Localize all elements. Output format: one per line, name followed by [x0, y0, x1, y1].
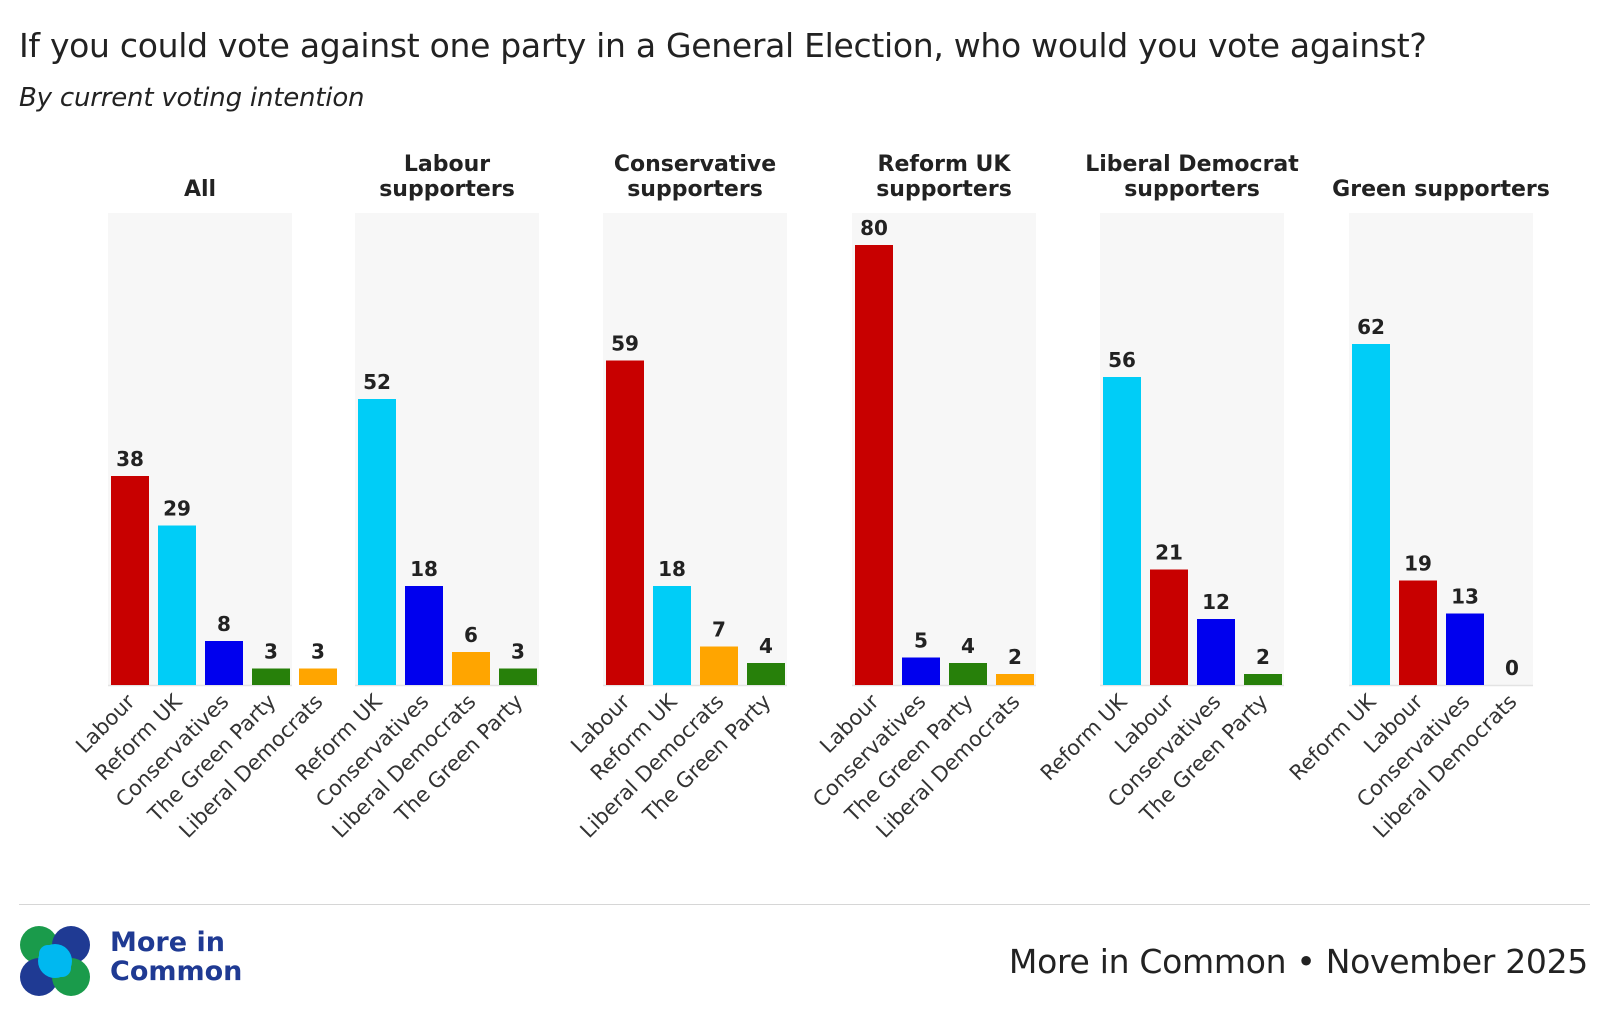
bar — [405, 586, 443, 685]
bar — [653, 586, 691, 685]
bar — [949, 663, 987, 685]
bar-value-label: 6 — [464, 623, 478, 647]
panel-title: Reform UK — [878, 152, 1012, 177]
panel-title: Conservative — [614, 152, 776, 177]
bar-value-label: 56 — [1108, 348, 1136, 372]
more-in-common-logo-icon — [20, 926, 90, 996]
bar — [700, 646, 738, 685]
bar — [205, 641, 243, 685]
panel-title: supporters — [876, 177, 1012, 202]
bar — [111, 476, 149, 685]
bar — [252, 668, 290, 685]
bar — [747, 663, 785, 685]
bar-value-label: 3 — [264, 640, 278, 664]
bar — [855, 245, 893, 685]
bar-value-label: 13 — [1451, 585, 1479, 609]
chart-title: If you could vote against one party in a… — [19, 26, 1427, 65]
panel-title: supporters — [1124, 177, 1260, 202]
bar — [499, 668, 537, 685]
panel-title: supporters — [379, 177, 515, 202]
bar — [1352, 344, 1390, 685]
bar-value-label: 3 — [311, 640, 325, 664]
bar-value-label: 62 — [1357, 315, 1385, 339]
bar — [1244, 674, 1282, 685]
bar-value-label: 2 — [1008, 645, 1022, 669]
panel-title: Labour — [404, 152, 490, 177]
bar — [1446, 613, 1484, 685]
bar — [1197, 619, 1235, 685]
bar-value-label: 18 — [410, 557, 438, 581]
bar-value-label: 19 — [1404, 552, 1432, 576]
bar — [358, 399, 396, 685]
brand-name: More in Common — [110, 927, 243, 987]
bar — [158, 525, 196, 685]
bar-value-label: 12 — [1202, 590, 1230, 614]
bar-value-label: 38 — [116, 447, 144, 471]
panel-title: supporters — [627, 177, 763, 202]
bar-value-label: 4 — [961, 634, 975, 658]
bar-value-label: 21 — [1155, 541, 1183, 565]
bar-value-label: 29 — [163, 497, 191, 521]
footer-divider — [19, 904, 1590, 905]
panel-title: Green supporters — [1332, 177, 1550, 202]
bar-value-label: 4 — [759, 634, 773, 658]
bar — [606, 360, 644, 685]
bar — [452, 652, 490, 685]
panel-title: Liberal Democrat — [1085, 152, 1299, 177]
bar — [1399, 580, 1437, 685]
bar — [1150, 569, 1188, 685]
bar — [996, 674, 1034, 685]
bar-value-label: 0 — [1505, 656, 1519, 680]
bar-value-label: 2 — [1256, 645, 1270, 669]
source-credit: More in Common • November 2025 — [1008, 942, 1588, 981]
bar-value-label: 7 — [712, 618, 726, 642]
chart-subtitle: By current voting intention — [19, 83, 365, 113]
bar-value-label: 59 — [611, 332, 639, 356]
bar-value-label: 18 — [658, 557, 686, 581]
bar-value-label: 80 — [860, 216, 888, 240]
bar-value-label: 52 — [363, 370, 391, 394]
bar-value-label: 5 — [914, 629, 928, 653]
bar-value-label: 8 — [217, 612, 231, 636]
bar — [902, 657, 940, 685]
bar — [299, 668, 337, 685]
panel-title: All — [184, 177, 216, 202]
bar — [1103, 377, 1141, 685]
bar-value-label: 3 — [511, 640, 525, 664]
